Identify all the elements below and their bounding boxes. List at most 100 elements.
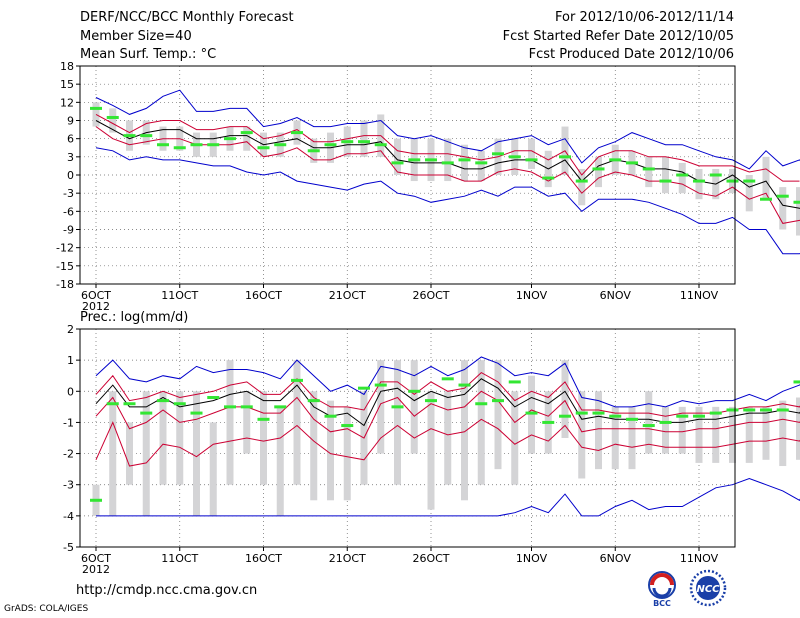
temp-series-mean bbox=[95, 120, 800, 209]
prec-forecast-mark bbox=[609, 414, 622, 418]
prec-spread-bar bbox=[427, 391, 435, 510]
prec-xtick-label: 6OCT bbox=[81, 552, 111, 565]
temp-ytick-label: -6 bbox=[63, 205, 74, 218]
prec-ytick-label: -4 bbox=[63, 510, 74, 523]
temp-ytick-label: 3 bbox=[67, 151, 74, 164]
prec-spread-bar bbox=[276, 406, 284, 516]
prec-forecast-mark bbox=[592, 411, 605, 415]
temp-series-upper bbox=[95, 113, 800, 182]
prec-xtick-label: 21OCT bbox=[329, 552, 366, 565]
chart-title: DERF/NCC/BCC Monthly Forecast bbox=[80, 10, 294, 25]
prec-spread-bar bbox=[762, 406, 770, 460]
prec-spread-bar bbox=[511, 391, 519, 485]
temp-forecast-mark bbox=[776, 194, 789, 198]
prec-forecast-mark bbox=[307, 399, 320, 403]
svg-text:BCC: BCC bbox=[653, 599, 671, 608]
prec-forecast-mark bbox=[425, 399, 437, 403]
temp-forecast-mark bbox=[492, 152, 504, 156]
prec-spread-bar bbox=[611, 406, 619, 470]
prec-spread-bar bbox=[796, 397, 800, 460]
prec-spread-bar bbox=[729, 406, 736, 463]
temp-forecast-mark bbox=[760, 197, 772, 201]
prec-spread-bar bbox=[477, 360, 485, 485]
prec-forecast-mark bbox=[408, 389, 421, 393]
prec-spread-bar bbox=[578, 391, 586, 479]
temp-forecast-mark bbox=[307, 149, 320, 153]
prec-spread-bar bbox=[410, 360, 418, 454]
prec-ytick-label: 2 bbox=[67, 323, 74, 336]
prec-series-min bbox=[96, 477, 800, 517]
prec-series-min-red bbox=[95, 418, 800, 467]
prec-ytick-label: -5 bbox=[63, 541, 74, 554]
temp-forecast-mark bbox=[793, 200, 800, 204]
prec-forecast-mark bbox=[709, 411, 722, 415]
prec-forecast-mark bbox=[693, 414, 705, 418]
prec-forecast-mark bbox=[123, 402, 136, 406]
svg-text:NCC: NCC bbox=[696, 584, 720, 595]
prec-spread-bar bbox=[109, 391, 117, 516]
source-url[interactable]: http://cmdp.ncc.cma.gov.cn bbox=[76, 583, 258, 598]
prec-xtick-label: 11NOV bbox=[680, 552, 719, 565]
prec-ytick-label: -3 bbox=[63, 479, 74, 492]
prec-forecast-mark bbox=[743, 408, 756, 412]
temp-xtick-label: 6NOV bbox=[600, 289, 632, 302]
prec-forecast-mark bbox=[224, 405, 236, 409]
temp-forecast-mark bbox=[173, 146, 186, 150]
prec-spread-bar bbox=[645, 391, 653, 454]
temp-forecast-mark bbox=[709, 173, 722, 177]
prec-spread-bar bbox=[260, 391, 267, 485]
prec-forecast-mark bbox=[642, 424, 655, 428]
temp-forecast-mark bbox=[391, 161, 404, 165]
prec-series-lower bbox=[95, 390, 800, 439]
temp-forecast-mark bbox=[291, 131, 303, 135]
prec-forecast-mark bbox=[157, 399, 169, 403]
temp-spread-bar bbox=[796, 187, 800, 236]
forecast-produced-date: Fcst Produced Date 2012/10/06 bbox=[528, 47, 734, 62]
prec-spread-bar bbox=[662, 406, 669, 454]
temp-forecast-mark bbox=[190, 143, 203, 147]
temp-forecast-mark bbox=[441, 161, 454, 165]
prec-forecast-mark bbox=[391, 405, 404, 409]
temp-spread-bar bbox=[662, 156, 669, 194]
prec-forecast-mark bbox=[492, 399, 504, 403]
member-size: Member Size=40 bbox=[80, 29, 192, 44]
prec-spread-bar bbox=[628, 406, 636, 470]
temp-spread-bar bbox=[595, 156, 602, 188]
prec-forecast-mark bbox=[190, 411, 203, 415]
prec-spread-bar bbox=[226, 360, 234, 485]
temp-forecast-mark bbox=[743, 179, 756, 183]
temp-xtick-label: 11OCT bbox=[161, 289, 198, 302]
prec-forecast-mark bbox=[475, 402, 488, 406]
prec-spread-bar bbox=[159, 391, 167, 485]
prec-series-max bbox=[95, 356, 800, 408]
prec-spread-bar bbox=[394, 360, 401, 485]
temp-forecast-mark bbox=[157, 143, 169, 147]
prec-forecast-mark bbox=[508, 380, 521, 384]
prec-forecast-mark bbox=[207, 396, 220, 400]
prec-forecast-mark bbox=[257, 417, 270, 421]
prec-forecast-mark bbox=[458, 383, 471, 387]
temp-forecast-mark bbox=[90, 106, 102, 110]
temp-forecast-mark bbox=[374, 143, 387, 147]
temp-spread-bar bbox=[528, 138, 535, 169]
prec-spread-bar bbox=[779, 400, 787, 467]
prec-forecast-mark bbox=[525, 411, 538, 415]
prec-panel: 2 1 0 -1 -2 -3 -4 -5 6OCT 11OCT 16OCT 21OCT 26OCT 1NO… bbox=[63, 323, 800, 576]
prec-spread-bar bbox=[176, 391, 184, 485]
prec-spread-bar bbox=[561, 360, 569, 438]
prec-forecast-mark bbox=[776, 408, 789, 412]
prec-forecast-mark bbox=[793, 380, 800, 384]
temp-forecast-mark bbox=[609, 158, 622, 162]
temp-forecast-mark bbox=[542, 176, 555, 180]
temp-forecast-mark bbox=[358, 140, 370, 144]
variable-label: Mean Surf. Temp.: °C bbox=[80, 47, 217, 62]
temp-forecast-mark bbox=[475, 161, 488, 165]
bcc-logo: BCC bbox=[648, 571, 676, 608]
prec-forecast-mark bbox=[274, 405, 287, 409]
prec-xtick-label: 26OCT bbox=[412, 552, 449, 565]
temp-forecast-mark bbox=[425, 158, 437, 162]
temp-forecast-mark bbox=[676, 173, 689, 177]
temp-xtick-label: 6OCT bbox=[81, 289, 111, 302]
prec-forecast-mark bbox=[659, 420, 672, 424]
